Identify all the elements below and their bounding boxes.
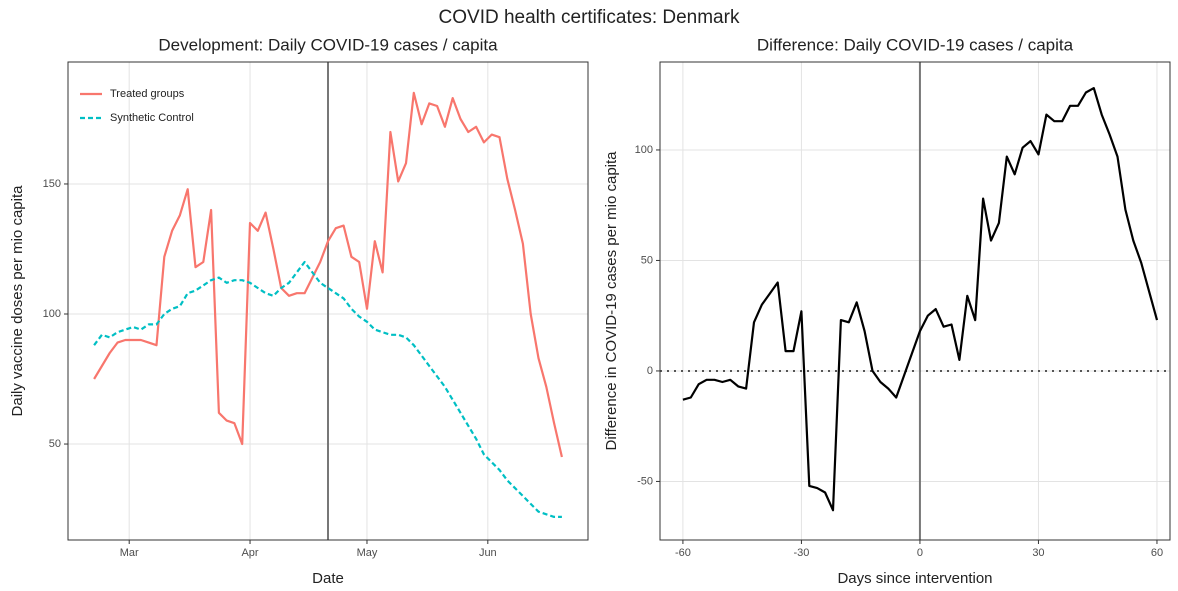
panel-title: Difference: Daily COVID-19 cases / capit… <box>757 35 1074 54</box>
y-tick-label: 50 <box>641 254 653 266</box>
x-tick-label: 0 <box>917 547 923 559</box>
x-axis-title: Days since intervention <box>837 570 992 587</box>
series-line <box>93 91 563 458</box>
y-tick-label: 50 <box>49 438 61 450</box>
legend-label: Synthetic Control <box>110 112 194 124</box>
y-tick-label: 100 <box>43 308 61 320</box>
x-tick-label: 30 <box>1032 547 1044 559</box>
y-tick-label: 0 <box>647 365 653 377</box>
x-tick-label: Mar <box>120 547 139 559</box>
x-tick-label: -30 <box>793 547 809 559</box>
series-line <box>93 260 562 518</box>
figure-title: COVID health certificates: Denmark <box>439 7 740 28</box>
panel-title: Development: Daily COVID-19 cases / capi… <box>158 35 498 54</box>
y-tick-label: 150 <box>43 178 61 190</box>
series-line <box>682 87 1159 512</box>
plot-frame <box>659 61 1171 541</box>
x-tick-label: 60 <box>1151 547 1163 559</box>
x-tick-label: -60 <box>675 547 691 559</box>
legend-label: Treated groups <box>110 88 185 100</box>
y-tick-label: -50 <box>637 475 653 487</box>
x-tick-label: Jun <box>479 547 497 559</box>
y-axis-title: Difference in COVID-19 cases per mio cap… <box>603 151 620 451</box>
x-axis-title: Date <box>312 570 344 587</box>
x-tick-label: May <box>357 547 378 559</box>
y-axis-title: Daily vaccine doses per mio capita <box>9 185 26 417</box>
y-tick-label: 100 <box>635 144 653 156</box>
x-tick-label: Apr <box>241 547 258 559</box>
plot-frame <box>67 61 589 541</box>
